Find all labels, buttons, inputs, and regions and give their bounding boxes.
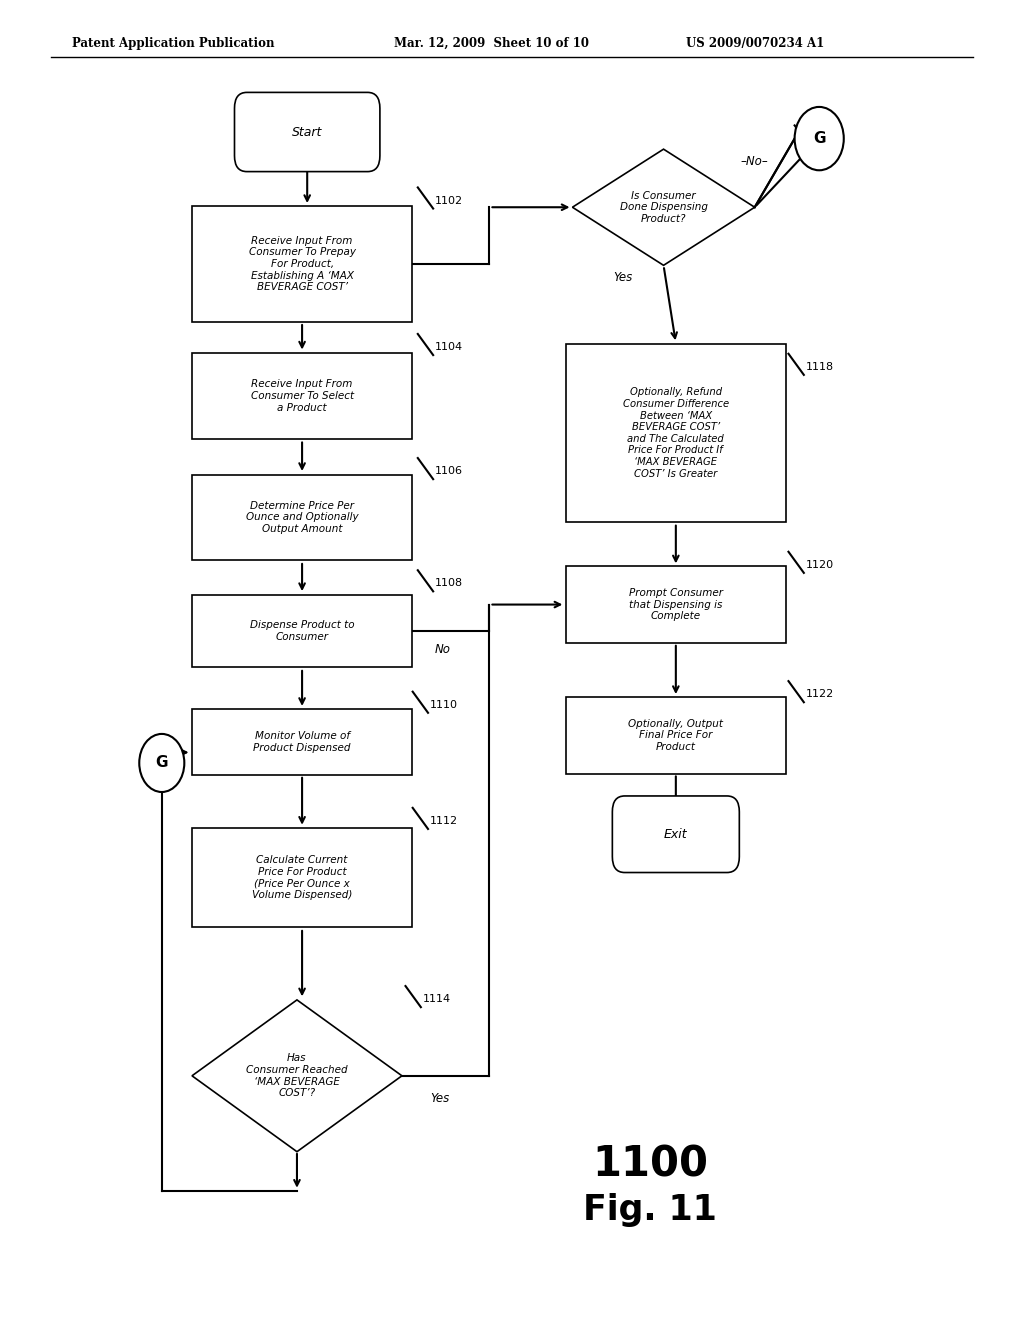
Text: 1120: 1120	[806, 560, 834, 570]
Text: Calculate Current
Price For Product
(Price Per Ounce x
Volume Dispensed): Calculate Current Price For Product (Pri…	[252, 855, 352, 900]
Text: Monitor Volume of
Product Dispensed: Monitor Volume of Product Dispensed	[253, 731, 351, 752]
FancyBboxPatch shape	[193, 354, 412, 438]
Text: 1110: 1110	[430, 700, 458, 710]
Circle shape	[795, 107, 844, 170]
FancyBboxPatch shape	[193, 709, 412, 775]
Text: G: G	[813, 131, 825, 147]
Text: 1116: 1116	[812, 133, 840, 144]
Text: Determine Price Per
Ounce and Optionally
Output Amount: Determine Price Per Ounce and Optionally…	[246, 500, 358, 535]
Text: Patent Application Publication: Patent Application Publication	[72, 37, 274, 50]
Text: Optionally, Refund
Consumer Difference
Between ‘MAX
BEVERAGE COST’
and The Calcu: Optionally, Refund Consumer Difference B…	[623, 387, 729, 479]
Circle shape	[139, 734, 184, 792]
Text: G: G	[156, 755, 168, 771]
Text: Yes: Yes	[613, 271, 632, 284]
Text: Dispense Product to
Consumer: Dispense Product to Consumer	[250, 620, 354, 642]
Text: –No–: –No–	[740, 154, 769, 168]
Text: Mar. 12, 2009  Sheet 10 of 10: Mar. 12, 2009 Sheet 10 of 10	[394, 37, 589, 50]
Text: Start: Start	[292, 125, 323, 139]
Text: 1108: 1108	[435, 578, 463, 589]
FancyBboxPatch shape	[193, 206, 412, 322]
Text: US 2009/0070234 A1: US 2009/0070234 A1	[686, 37, 824, 50]
Text: 1106: 1106	[435, 466, 463, 477]
FancyBboxPatch shape	[565, 566, 786, 643]
Text: Exit: Exit	[664, 828, 688, 841]
Polygon shape	[572, 149, 755, 265]
Text: Receive Input From
Consumer To Select
a Product: Receive Input From Consumer To Select a …	[251, 379, 353, 413]
Text: Yes: Yes	[431, 1092, 450, 1105]
Text: 1114: 1114	[423, 994, 451, 1005]
FancyBboxPatch shape	[565, 697, 786, 774]
Polygon shape	[193, 1001, 401, 1151]
Text: 1122: 1122	[806, 689, 835, 700]
Text: No: No	[434, 643, 451, 656]
Text: 1100: 1100	[592, 1143, 709, 1185]
FancyBboxPatch shape	[234, 92, 380, 172]
Text: Receive Input From
Consumer To Prepay
For Product,
Establishing A ‘MAX
BEVERAGE : Receive Input From Consumer To Prepay Fo…	[249, 236, 355, 292]
Text: Prompt Consumer
that Dispensing is
Complete: Prompt Consumer that Dispensing is Compl…	[629, 587, 723, 622]
FancyBboxPatch shape	[193, 829, 412, 927]
Text: 1102: 1102	[435, 195, 463, 206]
FancyBboxPatch shape	[193, 594, 412, 668]
Text: Fig. 11: Fig. 11	[584, 1193, 717, 1228]
FancyBboxPatch shape	[565, 343, 786, 521]
FancyBboxPatch shape	[193, 474, 412, 560]
FancyBboxPatch shape	[612, 796, 739, 873]
Text: Is Consumer
Done Dispensing
Product?: Is Consumer Done Dispensing Product?	[620, 190, 708, 224]
Text: Has
Consumer Reached
‘MAX BEVERAGE
COST’?: Has Consumer Reached ‘MAX BEVERAGE COST’…	[246, 1053, 348, 1098]
Text: 1118: 1118	[806, 362, 834, 372]
Text: 1112: 1112	[430, 816, 458, 826]
Text: 1104: 1104	[435, 342, 463, 352]
Text: Optionally, Output
Final Price For
Product: Optionally, Output Final Price For Produ…	[629, 718, 723, 752]
